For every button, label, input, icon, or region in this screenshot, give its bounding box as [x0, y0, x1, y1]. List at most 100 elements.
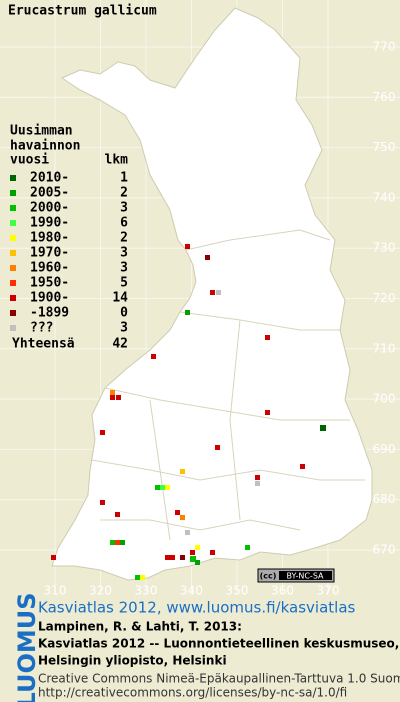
legend-label: 2000- — [30, 201, 69, 216]
occurrence — [180, 469, 185, 474]
occurrence — [185, 310, 190, 315]
occurrence — [160, 485, 165, 490]
legend-count: 14 — [112, 291, 128, 306]
occurrence — [116, 395, 121, 400]
brand-logo: LUOMUS — [13, 593, 41, 702]
legend-swatch — [10, 235, 16, 241]
legend-label: 1950- — [30, 276, 69, 291]
legend-swatch — [10, 250, 16, 256]
occurrence — [115, 512, 120, 517]
legend-count: 5 — [120, 276, 128, 291]
legend-count: 2 — [120, 186, 128, 201]
legend-count: 0 — [120, 306, 128, 321]
y-coordinate-label: 760 — [373, 90, 396, 104]
region-borders — [91, 229, 365, 541]
x-coordinate-label: 360 — [271, 584, 294, 598]
occurrence — [185, 244, 190, 249]
legend-swatch — [10, 280, 16, 286]
legend-total: 42 — [112, 337, 128, 352]
cc-badge-inner — [279, 571, 332, 580]
legend-swatch — [10, 205, 16, 211]
occurrence — [210, 550, 215, 555]
occurrence — [135, 575, 140, 580]
occurrence — [215, 445, 220, 450]
y-coordinate-label: 750 — [373, 140, 396, 154]
legend-label: 1970- — [30, 246, 69, 261]
occurrence — [100, 430, 105, 435]
legend-swatch — [10, 220, 16, 226]
y-coordinate-label: 670 — [373, 543, 396, 557]
license-url[interactable]: http://creativecommons.org/licenses/by-n… — [38, 686, 347, 700]
cc-badge-cc: (cc) — [260, 572, 277, 581]
occurrence — [265, 410, 270, 415]
cc-badge-text: BY-NC-SA — [286, 572, 324, 581]
occurrence — [155, 485, 160, 490]
occurrence — [51, 555, 56, 560]
occurrence — [175, 510, 180, 515]
species-title: Erucastrum gallicum — [8, 4, 157, 19]
legend-swatch — [10, 190, 16, 196]
x-coordinate-label: 370 — [317, 584, 340, 598]
occurrence — [115, 540, 120, 545]
legend-count: 3 — [120, 246, 128, 261]
legend-label: 1980- — [30, 231, 69, 246]
occurrence — [190, 556, 196, 562]
legend-swatch — [10, 175, 16, 181]
citation-line: Kasviatlas 2012 -- Luonnontieteellinen k… — [38, 637, 399, 651]
legend-label: 2010- — [30, 171, 69, 186]
occurrence — [265, 335, 270, 340]
legend-label: 1990- — [30, 216, 69, 231]
y-coordinate-label: 680 — [373, 492, 396, 506]
occurrence — [180, 515, 185, 520]
occurrence — [216, 290, 221, 295]
occurrence — [195, 560, 200, 565]
legend-total-label: Yhteensä — [12, 337, 75, 352]
legend-label: 1900- — [30, 291, 69, 306]
legend-label: 1960- — [30, 261, 69, 276]
occurrence — [165, 555, 170, 560]
legend-swatch — [10, 325, 16, 331]
y-coordinate-label: 720 — [373, 291, 396, 305]
legend-count: 1 — [120, 171, 128, 186]
y-coordinate-label: 730 — [373, 241, 396, 255]
occurrence — [100, 500, 105, 505]
y-coordinate-label: 710 — [373, 341, 396, 355]
legend-col-year: vuosi — [10, 153, 49, 168]
x-coordinate-label: 340 — [180, 584, 203, 598]
y-coordinate-label: 740 — [373, 190, 396, 204]
legend: Uusimman havainnon vuosi lkm 2010- 1 2005-… — [10, 124, 128, 352]
x-coordinate-label: 350 — [226, 584, 249, 598]
atlas-link[interactable]: Kasviatlas 2012, www.luomus.fi/kasviatla… — [38, 599, 356, 617]
occurrence — [120, 540, 125, 545]
legend-label: 2005- — [30, 186, 69, 201]
y-coordinate-label: 700 — [373, 392, 396, 406]
x-coordinate-label: 320 — [89, 584, 112, 598]
occurrence — [300, 464, 305, 469]
occurrence — [320, 425, 326, 431]
occurrence — [190, 550, 195, 555]
x-coordinate-label: 310 — [44, 584, 67, 598]
legend-col-count: lkm — [105, 153, 129, 168]
occurrence — [110, 395, 115, 400]
legend-swatch — [10, 265, 16, 271]
legend-swatch — [10, 310, 16, 316]
legend-count: 3 — [120, 201, 128, 216]
occurrence — [255, 475, 260, 480]
occurrence — [205, 255, 210, 260]
citation-line: Helsingin yliopisto, Helsinki — [38, 654, 227, 668]
occurrence — [110, 540, 115, 545]
legend-header: havainnon — [10, 139, 80, 154]
citation-line: Lampinen, R. & Lahti, T. 2013: — [38, 620, 242, 634]
legend-count: 6 — [120, 216, 128, 231]
occurrence — [245, 545, 250, 550]
occurrences — [51, 244, 326, 580]
legend-count: 3 — [120, 321, 128, 336]
license-line: Creative Commons Nimeä-Epäkaupallinen-Ta… — [38, 672, 400, 686]
occurrence — [170, 555, 175, 560]
occurrence — [185, 530, 190, 535]
occurrence — [255, 481, 260, 486]
x-coordinate-label: 330 — [135, 584, 158, 598]
occurrence — [140, 575, 145, 580]
legend-label: -1899 — [30, 306, 69, 321]
